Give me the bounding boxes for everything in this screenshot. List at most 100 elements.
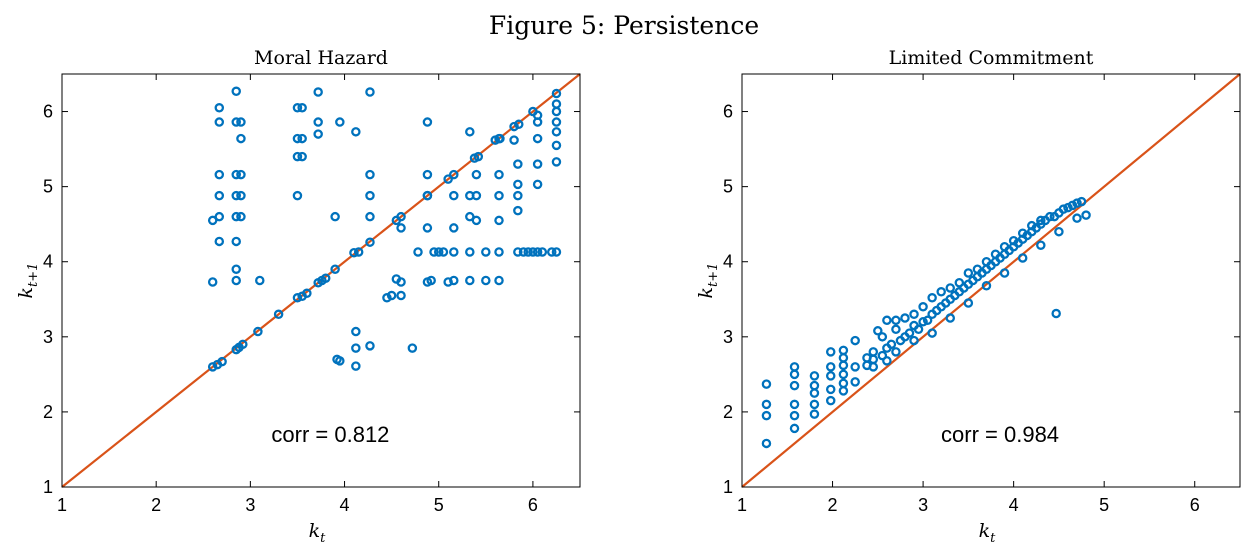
scatter-point bbox=[825, 347, 836, 357]
scatter-point bbox=[465, 247, 475, 257]
scatter-point bbox=[532, 247, 543, 257]
scatter-point bbox=[551, 140, 562, 151]
scatter-point bbox=[789, 380, 800, 391]
scatter-point bbox=[551, 247, 562, 257]
scatter-point bbox=[443, 174, 453, 184]
scatter-point bbox=[335, 356, 345, 366]
scatter-point bbox=[449, 190, 459, 201]
scatter-point bbox=[422, 169, 433, 180]
y-tick-label: 6 bbox=[723, 102, 733, 122]
y-tick-label: 1 bbox=[43, 477, 53, 497]
scatter-point bbox=[761, 438, 772, 449]
scatter-point bbox=[313, 87, 323, 97]
scatter-point bbox=[1081, 210, 1091, 220]
scatter-point bbox=[945, 313, 956, 323]
scatter-point bbox=[1045, 211, 1055, 222]
scatter-point bbox=[231, 211, 241, 222]
scatter-point bbox=[255, 275, 265, 286]
scatter-point bbox=[922, 315, 933, 326]
scatter-point bbox=[481, 247, 491, 257]
scatter-point bbox=[297, 103, 307, 113]
y-tick-label: 4 bbox=[43, 252, 53, 272]
scatter-point bbox=[471, 215, 482, 226]
scatter-point bbox=[236, 117, 246, 127]
scatter-point bbox=[882, 315, 892, 326]
scatter-point bbox=[1072, 213, 1082, 223]
scatter-point bbox=[433, 247, 444, 257]
scatter-point bbox=[1072, 198, 1082, 208]
scatter-point bbox=[1036, 215, 1046, 226]
scatter-point bbox=[963, 268, 974, 278]
x-tick-label: 5 bbox=[1099, 495, 1109, 515]
scatter-point bbox=[523, 247, 533, 257]
scatter-point bbox=[494, 133, 504, 144]
scatter-point bbox=[809, 409, 820, 419]
scatter-point bbox=[349, 247, 359, 258]
x-tick-label: 6 bbox=[528, 495, 538, 515]
scatter-point bbox=[253, 326, 263, 337]
scatter-point bbox=[465, 211, 475, 222]
scatter-point bbox=[473, 151, 484, 162]
x-axis-label: kt bbox=[309, 520, 327, 543]
scatter-point bbox=[231, 190, 241, 201]
scatter-point bbox=[954, 278, 965, 288]
scatter-point bbox=[868, 354, 879, 365]
y-tick-label: 6 bbox=[43, 102, 53, 122]
scatter-point bbox=[877, 350, 888, 361]
scatter-point bbox=[546, 247, 557, 257]
panel-title: Moral Hazard bbox=[254, 47, 388, 69]
scatter-point bbox=[231, 169, 241, 180]
scatter-point bbox=[231, 275, 241, 286]
scatter-point bbox=[330, 211, 340, 222]
scatter-point bbox=[513, 159, 523, 169]
scatter-point bbox=[365, 87, 375, 97]
scatter-point bbox=[981, 281, 992, 291]
scatter-point bbox=[438, 247, 449, 257]
scatter-point bbox=[297, 133, 307, 144]
scatter-point bbox=[528, 247, 538, 257]
axes-box bbox=[61, 73, 581, 488]
y-tick-label: 5 bbox=[43, 177, 53, 197]
scatter-point bbox=[292, 103, 303, 113]
x-tick-label: 1 bbox=[57, 495, 67, 515]
scatter-point bbox=[537, 247, 548, 257]
scatter-point bbox=[449, 247, 459, 257]
scatter-point bbox=[936, 287, 946, 297]
scatter-point bbox=[465, 275, 475, 286]
scatter-point bbox=[231, 117, 241, 127]
scatter-point bbox=[904, 328, 915, 338]
panel-title: Limited Commitment bbox=[889, 47, 1094, 69]
scatter-point bbox=[422, 223, 433, 233]
scatter-point bbox=[1017, 253, 1028, 263]
scatter-point bbox=[471, 190, 482, 201]
scatter-point bbox=[396, 211, 406, 222]
scatter-point bbox=[551, 157, 562, 167]
scatter-point bbox=[494, 169, 504, 180]
scatter-point bbox=[509, 121, 519, 132]
x-tick-label: 4 bbox=[340, 495, 350, 515]
scatter-point bbox=[518, 247, 529, 257]
scatter-point bbox=[868, 362, 879, 372]
scatter-point bbox=[494, 215, 504, 226]
y-tick-label: 1 bbox=[723, 477, 733, 497]
scatter-point bbox=[513, 205, 523, 216]
scatter-point bbox=[302, 288, 312, 299]
scatter-point bbox=[494, 190, 504, 201]
scatter-point bbox=[236, 211, 246, 222]
scatter-point bbox=[551, 88, 562, 99]
y-tick-label: 2 bbox=[43, 402, 53, 422]
scatter-point bbox=[927, 328, 937, 338]
scatter-point bbox=[1054, 226, 1064, 237]
scatter-point bbox=[825, 371, 836, 381]
scatter-point bbox=[513, 179, 523, 190]
scatter-point bbox=[481, 275, 491, 286]
scatter-point bbox=[838, 345, 849, 356]
y-tick-label: 3 bbox=[43, 327, 53, 347]
scatter-point bbox=[494, 275, 504, 286]
scatter-point bbox=[551, 127, 562, 137]
scatter-point bbox=[422, 190, 433, 201]
scatter-point bbox=[838, 353, 849, 363]
panel-limited-commitment: Limited Commitment 1 2 3 4 5 6 1 2 3 4 5 6 kt kt+1 corr… bbox=[695, 47, 1241, 543]
scatter-point bbox=[825, 362, 836, 372]
scatter-point bbox=[407, 343, 418, 353]
